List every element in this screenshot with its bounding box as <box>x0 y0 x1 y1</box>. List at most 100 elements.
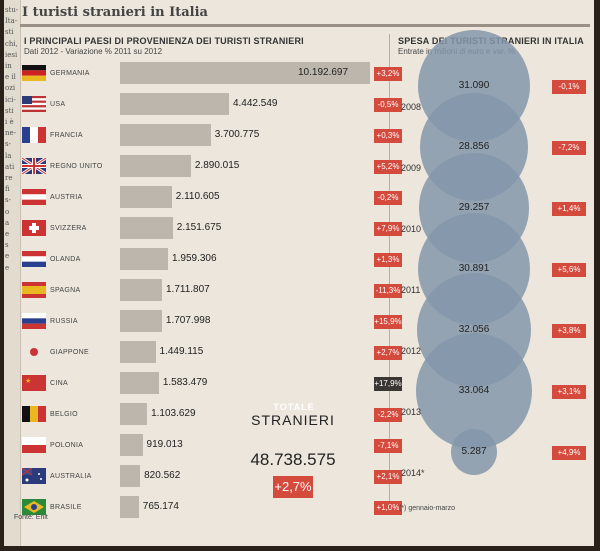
country-value-label: 1.103.629 <box>151 408 196 419</box>
country-row: ★ CINA 1.583.479 +17,9% <box>22 370 402 400</box>
country-pct-badge: +2,7% <box>374 346 402 360</box>
country-value-label: 4.442.549 <box>232 98 278 109</box>
country-value-label: 2.110.605 <box>175 191 220 202</box>
year-label: 2008 <box>401 102 422 112</box>
belgium-flag-icon <box>22 406 46 422</box>
country-value-label: 2.890.015 <box>194 160 240 171</box>
country-value-label: 1.959.306 <box>172 253 217 264</box>
country-pct-badge: +2,1% <box>374 470 402 484</box>
country-label: CINA <box>50 380 68 387</box>
country-value-label: 820.562 <box>144 470 181 481</box>
prev-column-fragment: ne- <box>5 129 17 138</box>
country-row: GERMANIA 10.192.697 +3,2% <box>22 60 402 90</box>
prev-column-fragment: re <box>5 174 13 182</box>
country-value-label: 919.013 <box>146 439 183 450</box>
country-bar <box>120 155 191 177</box>
country-bar <box>120 341 156 363</box>
country-pct-badge: +3,2% <box>374 67 402 81</box>
prev-column-fragment: sti <box>5 28 14 37</box>
country-pct-badge: +1,0% <box>374 501 402 515</box>
prev-column-fragment: s <box>5 241 9 250</box>
country-label: AUSTRALIA <box>50 473 92 480</box>
country-pct-badge: +0,3% <box>374 129 402 143</box>
spending-pct-badge: +5,6% <box>552 263 586 277</box>
country-value-label: 2.151.675 <box>176 222 222 233</box>
country-bar <box>120 217 173 239</box>
country-label: SVIZZERA <box>50 225 87 232</box>
country-row: RUSSIA 1.707.998 +15,9% <box>22 308 402 338</box>
left-chart-title: I PRINCIPALI PAESI DI PROVENIENZA DEI TU… <box>24 36 304 46</box>
total-box: TOTALE STRANIERI 48.738.575 +2,7% <box>244 402 342 512</box>
left-chart-subtitle: Dati 2012 - Variazione % 2011 su 2012 <box>24 47 163 56</box>
country-bar <box>120 248 169 270</box>
prev-column-fragment: fi <box>5 185 10 194</box>
russia-flag-icon <box>22 313 46 329</box>
australia-flag-icon <box>21 467 46 484</box>
newspaper-page: stu- Ita-sti chi, iesi in e il ozi ici-sti i è ne… <box>4 0 594 546</box>
country-label: REGNO UNITO <box>50 163 103 170</box>
prev-column-fragment: chi, <box>5 39 18 48</box>
page-headline: I turisti stranieri in Italia <box>22 5 208 20</box>
year-label: 2011 <box>401 285 421 295</box>
year-label: 2009 <box>401 163 422 173</box>
spending-pct-badge: +3,8% <box>552 324 586 338</box>
country-bar <box>120 434 143 456</box>
country-value-label: 10.192.697 <box>298 67 349 78</box>
total-pct-badge: +2,7% <box>273 476 313 498</box>
source-note: Fonte: Enit <box>14 514 48 521</box>
brazil-flag-icon <box>22 499 46 515</box>
country-label: AUSTRIA <box>50 194 83 201</box>
previous-article-column: stu- Ita-sti chi, iesi in e il ozi ici-sti i è ne… <box>4 0 21 546</box>
country-pct-badge: -0,2% <box>374 191 402 205</box>
country-row: REGNO UNITO 2.890.015 +5,2% <box>21 153 402 183</box>
spending-value-label: 32.056 <box>458 324 490 335</box>
country-value-label: 1.707.998 <box>165 315 211 326</box>
country-label: USA <box>50 101 66 108</box>
country-pct-badge: -0,5% <box>374 98 402 112</box>
country-row: AUSTRALIA 820.562 +2,1% <box>21 463 402 493</box>
germany-flag-icon <box>22 65 46 81</box>
country-pct-badge: +1,3% <box>374 253 402 267</box>
country-pct-badge: +7,9% <box>374 222 402 236</box>
prev-column-fragment: s- <box>5 140 11 149</box>
prev-column-fragment: ozi <box>5 84 16 93</box>
country-row: BELGIO 1.103.629 -2,2% <box>22 401 402 431</box>
prev-column-fragment: e il <box>5 73 16 82</box>
year-label: 2013 <box>401 407 422 417</box>
japan-flag-icon <box>22 344 46 360</box>
spending-value-label: 29.257 <box>458 202 490 213</box>
poland-flag-icon <box>22 437 46 453</box>
spending-value-label: 30.891 <box>458 263 490 274</box>
prev-column-fragment: i è <box>5 118 14 126</box>
country-pct-badge: -7,1% <box>374 439 402 453</box>
prev-column-fragment: o <box>5 207 10 216</box>
china-flag-icon: ★ <box>22 375 46 391</box>
country-row: SVIZZERA 2.151.675 +7,9% <box>22 215 402 245</box>
spain-flag-icon <box>22 282 46 298</box>
footnote: (*) gennaio-marzo <box>399 505 456 512</box>
prev-column-fragment: e <box>5 230 10 238</box>
spending-pct-badge: +4,9% <box>552 446 586 460</box>
spending-pct-badge: -0,1% <box>552 80 586 94</box>
netherlands-flag-icon <box>22 251 46 267</box>
prev-column-fragment: e <box>5 252 10 261</box>
country-row: FRANCIA 3.700.775 +0,3% <box>22 122 402 152</box>
prev-column-fragment: ati <box>5 162 15 171</box>
country-value-label: 1.583.479 <box>162 377 208 388</box>
country-pct-badge: +15,9% <box>374 315 402 329</box>
prev-column-fragment: Ita- <box>5 17 18 26</box>
switzerland-flag-icon <box>22 220 46 236</box>
country-value-label: 1.711.807 <box>165 284 210 295</box>
prev-column-fragment: a <box>5 218 10 227</box>
country-bar <box>120 372 159 394</box>
country-bar <box>120 403 148 425</box>
country-row: OLANDA 1.959.306 +1,3% <box>22 246 402 276</box>
country-bar <box>120 465 141 487</box>
year-label: 2014* <box>401 468 425 478</box>
country-label: RUSSIA <box>50 318 78 325</box>
prev-column-fragment: e <box>5 263 10 272</box>
country-label: POLONIA <box>50 442 84 449</box>
country-label: SPAGNA <box>50 287 81 294</box>
country-bar <box>120 310 162 332</box>
svg-text:★: ★ <box>25 377 31 385</box>
